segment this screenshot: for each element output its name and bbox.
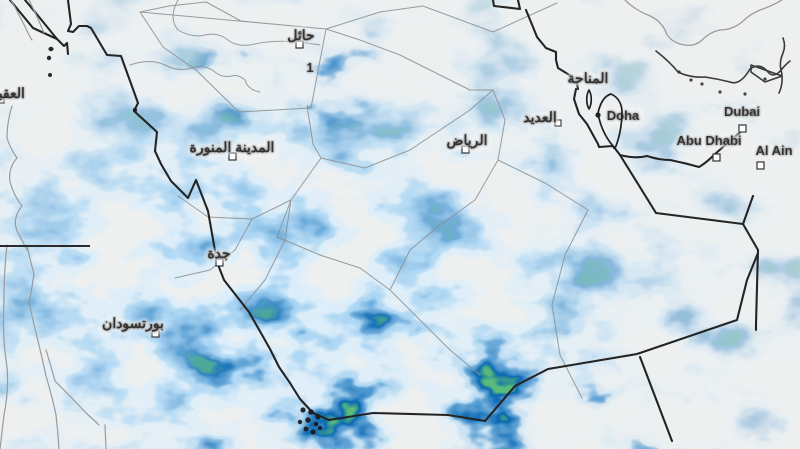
svg-text:العقبة: العقبة <box>0 85 25 101</box>
svg-text:جدة: جدة <box>207 245 230 261</box>
svg-text:الرياض: الرياض <box>447 132 488 149</box>
svg-text:Dubai: Dubai <box>724 104 760 119</box>
svg-text:حائل: حائل <box>287 27 314 43</box>
svg-text:المدينة المنورة: المدينة المنورة <box>190 139 275 156</box>
svg-text:Doha: Doha <box>607 108 640 123</box>
svg-text:Al Ain: Al Ain <box>755 143 792 158</box>
svg-text:بورتسودان: بورتسودان <box>102 315 164 332</box>
svg-text:1: 1 <box>306 60 313 75</box>
svg-text:العديد: العديد <box>523 109 557 125</box>
svg-text:Abu Dhabi: Abu Dhabi <box>677 133 742 148</box>
svg-text:المناحة: المناحة <box>568 70 609 86</box>
